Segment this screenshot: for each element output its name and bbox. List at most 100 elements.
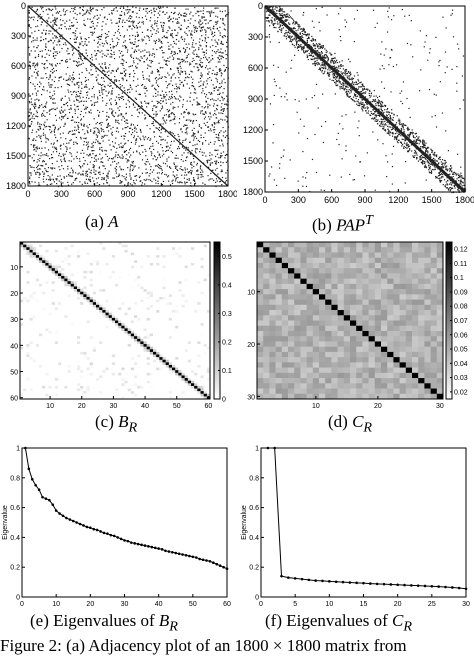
adjacency-dot: [154, 136, 155, 137]
adjacency-dot: [137, 125, 138, 126]
adjacency-dot: [63, 111, 64, 112]
adjacency-dot: [127, 9, 128, 10]
adjacency-dot: [315, 45, 316, 46]
adjacency-dot: [31, 123, 32, 124]
adjacency-dot: [214, 132, 215, 133]
adjacency-dot: [170, 168, 171, 169]
adjacency-dot: [271, 166, 272, 167]
adjacency-dot: [149, 148, 150, 149]
adjacency-dot: [443, 184, 444, 185]
adjacency-dot: [146, 59, 147, 60]
adjacency-dot: [119, 80, 120, 81]
adjacency-dot: [115, 171, 116, 172]
adjacency-dot: [64, 159, 65, 160]
adjacency-dot: [142, 112, 143, 113]
adjacency-dot: [214, 161, 215, 162]
adjacency-dot: [228, 14, 229, 15]
adjacency-dot: [380, 54, 381, 55]
adjacency-dot: [176, 174, 177, 175]
adjacency-dot: [54, 40, 55, 41]
adjacency-dot: [97, 137, 98, 138]
adjacency-dot: [66, 147, 67, 148]
adjacency-dot: [449, 171, 450, 172]
adjacency-dot: [40, 83, 41, 84]
adjacency-dot: [91, 9, 92, 10]
adjacency-dot: [133, 152, 134, 153]
adjacency-dot: [140, 130, 141, 131]
adjacency-dot: [34, 107, 35, 108]
adjacency-dot: [106, 56, 107, 57]
adjacency-dot: [31, 101, 32, 102]
adjacency-dot: [171, 91, 172, 92]
x-tick-label: 1200: [151, 189, 171, 199]
adjacency-dot: [87, 10, 88, 11]
adjacency-dot: [97, 110, 98, 111]
adjacency-dot: [111, 133, 112, 134]
adjacency-dot: [321, 71, 322, 72]
adjacency-dot: [211, 12, 212, 13]
adjacency-dot: [272, 6, 273, 7]
adjacency-dot: [397, 141, 398, 142]
adjacency-dot: [362, 110, 363, 111]
adjacency-dot: [216, 137, 217, 138]
adjacency-dot: [117, 23, 118, 24]
adjacency-dot: [52, 65, 53, 66]
adjacency-dot: [198, 21, 199, 22]
adjacency-dot: [388, 114, 389, 115]
adjacency-dot: [70, 91, 71, 92]
adjacency-dot: [50, 98, 51, 99]
adjacency-dot: [181, 25, 182, 26]
adjacency-dot: [415, 153, 416, 154]
adjacency-dot: [392, 132, 393, 133]
adjacency-dot: [323, 64, 324, 65]
adjacency-dot: [51, 183, 52, 184]
adjacency-dot: [61, 161, 62, 162]
adjacency-dot: [281, 157, 282, 158]
adjacency-dot: [192, 61, 193, 62]
adjacency-dot: [41, 78, 42, 79]
adjacency-dot: [157, 172, 158, 173]
adjacency-dot: [404, 139, 405, 140]
adjacency-dot: [63, 116, 64, 117]
adjacency-dot: [34, 160, 35, 161]
adjacency-dot: [304, 52, 305, 53]
adjacency-dot: [116, 169, 117, 170]
adjacency-dot: [163, 96, 164, 97]
adjacency-dot: [391, 109, 392, 110]
adjacency-dot: [377, 119, 378, 120]
adjacency-dot: [55, 20, 56, 21]
adjacency-dot: [80, 93, 81, 94]
adjacency-dot: [381, 101, 382, 102]
adjacency-dot: [76, 39, 77, 40]
adjacency-dot: [47, 14, 48, 15]
adjacency-dot: [131, 115, 132, 116]
adjacency-dot: [144, 61, 145, 62]
adjacency-dot: [160, 166, 161, 167]
adjacency-dot: [110, 165, 111, 166]
adjacency-dot: [73, 142, 74, 143]
adjacency-dot: [35, 88, 36, 89]
adjacency-dot: [216, 24, 217, 25]
adjacency-dot: [209, 160, 210, 161]
adjacency-dot: [159, 155, 160, 156]
adjacency-dot: [51, 84, 52, 85]
adjacency-dot: [116, 148, 117, 149]
adjacency-dot: [129, 74, 130, 75]
adjacency-dot: [80, 33, 81, 34]
adjacency-dot: [435, 167, 436, 168]
adjacency-dot: [134, 107, 135, 108]
adjacency-dot: [37, 84, 38, 85]
adjacency-dot: [136, 138, 137, 139]
adjacency-dot: [58, 166, 59, 167]
adjacency-dot: [305, 51, 306, 52]
adjacency-dot: [216, 162, 217, 163]
adjacency-dot: [279, 29, 280, 30]
adjacency-dot: [379, 68, 380, 69]
adjacency-dot: [112, 177, 113, 178]
adjacency-dot: [56, 151, 57, 152]
adjacency-dot: [112, 161, 113, 162]
adjacency-dot: [47, 155, 48, 156]
adjacency-dot: [227, 101, 228, 102]
adjacency-dot: [53, 42, 54, 43]
adjacency-dot: [200, 75, 201, 76]
